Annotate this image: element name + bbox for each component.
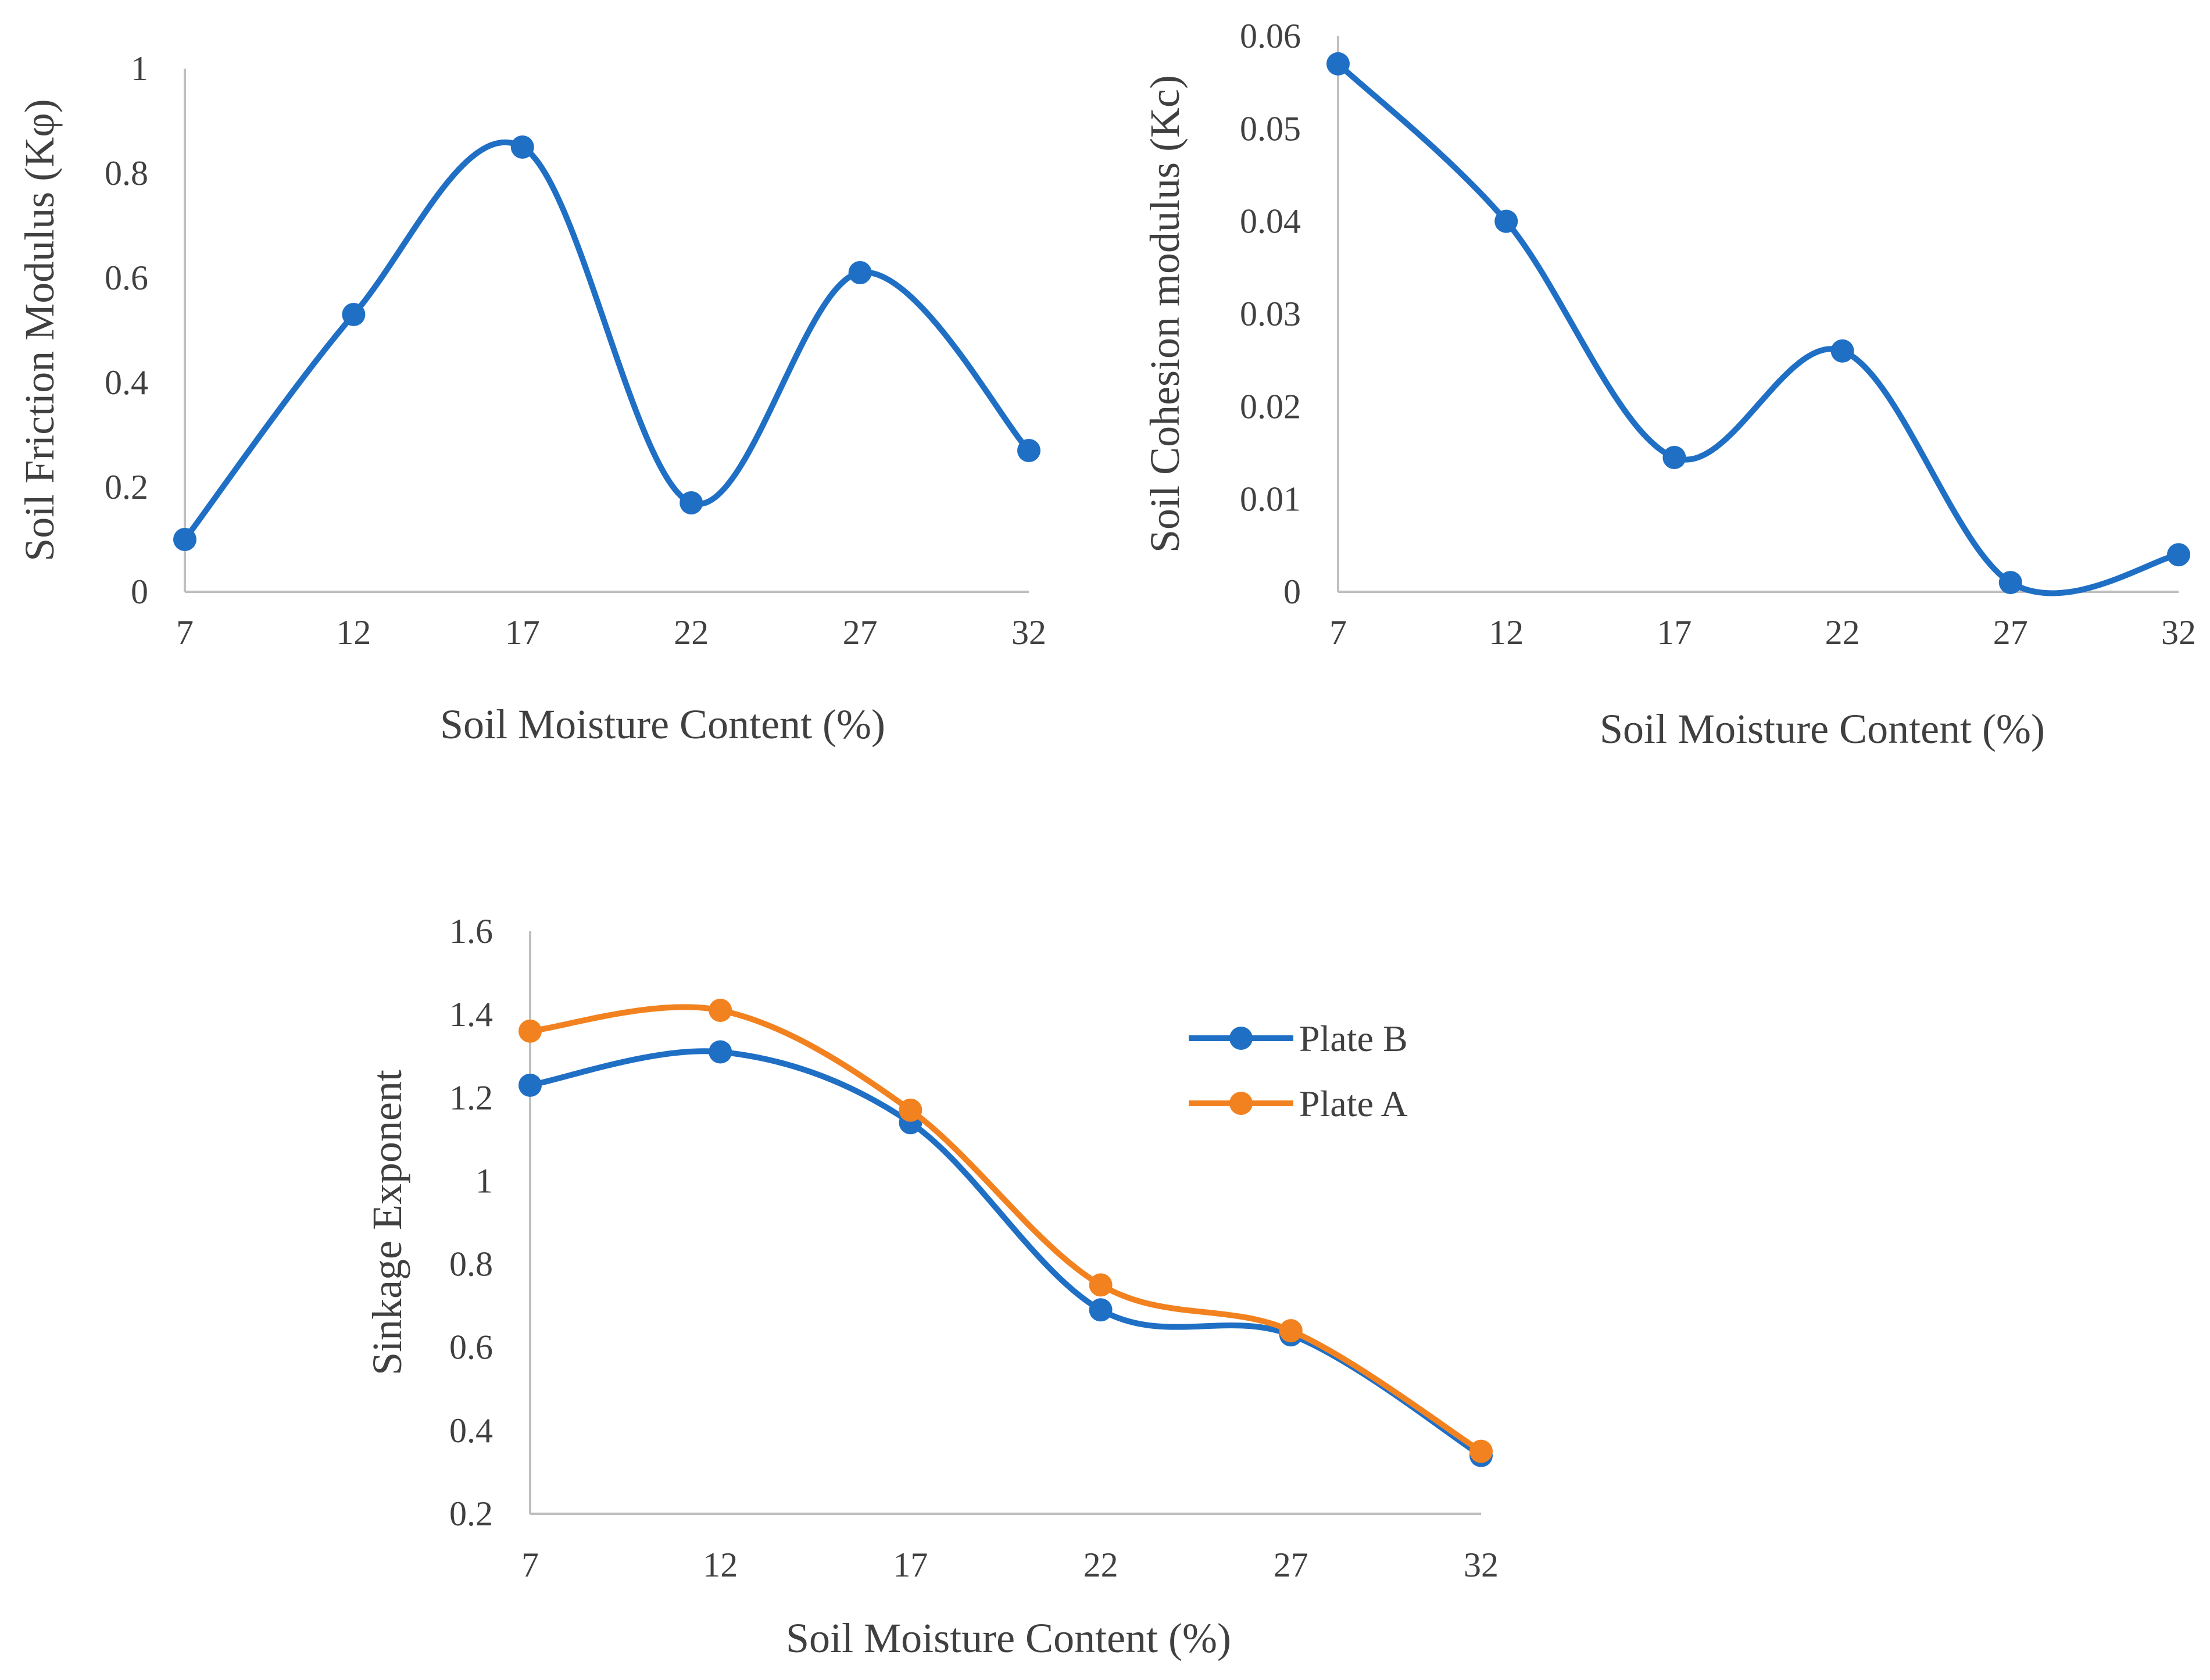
x-tick-label: 32 — [1464, 1546, 1499, 1584]
x-axis-title: Soil Moisture Content (%) — [1600, 706, 2045, 752]
data-point — [1494, 209, 1518, 233]
x-tick-label: 22 — [1825, 613, 1860, 652]
y-tick-label: 0.6 — [105, 259, 148, 297]
x-tick-label: 12 — [336, 613, 371, 652]
y-tick-label: 0.06 — [1240, 17, 1301, 55]
legend-marker — [1229, 1092, 1253, 1115]
data-point — [848, 261, 872, 284]
x-tick-label: 22 — [674, 613, 709, 652]
x-axis-title: Soil Moisture Content (%) — [440, 701, 885, 748]
x-axis-title: Soil Moisture Content (%) — [786, 1615, 1231, 1661]
y-tick-label: 0.04 — [1240, 202, 1301, 241]
data-point — [1469, 1439, 1493, 1463]
y-tick-label: 0.8 — [105, 154, 148, 192]
y-tick-label: 1 — [131, 49, 148, 88]
data-point — [1998, 571, 2022, 595]
series-line — [182, 140, 1032, 542]
y-axis-title: Sinkage Exponent — [364, 1070, 410, 1375]
series-k- — [173, 135, 1040, 551]
legend-marker — [1229, 1027, 1253, 1050]
y-tick-label: 0.02 — [1240, 387, 1301, 426]
data-point — [2167, 543, 2190, 567]
y-tick-label: 1.2 — [449, 1078, 493, 1117]
data-point — [173, 528, 196, 551]
y-tick-label: 0.05 — [1240, 109, 1301, 148]
chart-3: 0.2 0.4 0.6 0.8 1 1.2 1.4 1.6 7 12 17 22 27 32 Soil Mo… — [364, 912, 1499, 1661]
legend-label: Plate A — [1299, 1083, 1408, 1124]
chart-2: 0 0.01 0.02 0.03 0.04 0.05 0.06 7 12 17 22 27 32 Soil… — [1142, 17, 2196, 752]
x-tick-label: 7 — [1329, 613, 1347, 652]
series-line — [1335, 60, 2182, 596]
y-tick-label: 0.2 — [105, 468, 148, 506]
data-point — [1662, 445, 1686, 469]
data-point — [1089, 1298, 1113, 1322]
data-point — [709, 1040, 732, 1064]
y-tick-label: 0 — [1283, 573, 1301, 611]
data-point — [709, 998, 732, 1022]
data-point — [342, 303, 366, 326]
x-tick-label: 17 — [505, 613, 540, 652]
series-line — [527, 1004, 1484, 1454]
y-tick-label: 1 — [475, 1161, 493, 1200]
x-tick-label: 7 — [176, 613, 194, 652]
x-tick-label: 7 — [521, 1546, 539, 1584]
y-axis-title: Soil Friction Modulus (Kφ) — [16, 99, 63, 562]
x-tick-label: 27 — [1993, 613, 2028, 652]
y-tick-label: 0.6 — [449, 1328, 493, 1367]
legend: Plate B Plate A — [1189, 1018, 1408, 1124]
data-point — [1279, 1319, 1303, 1343]
x-tick-label: 27 — [843, 613, 878, 652]
x-tick-label: 22 — [1083, 1546, 1118, 1584]
data-point — [1017, 439, 1040, 462]
x-tick-label: 12 — [703, 1546, 738, 1584]
x-tick-label: 12 — [1489, 613, 1524, 652]
data-point — [1326, 52, 1350, 76]
x-tick-label: 32 — [2161, 613, 2196, 652]
x-tick-label: 32 — [1011, 613, 1046, 652]
y-tick-label: 0.01 — [1240, 480, 1301, 519]
y-tick-label: 0.4 — [105, 363, 148, 402]
data-point — [518, 1019, 542, 1043]
y-tick-label: 0.8 — [449, 1245, 493, 1284]
y-axis-title: Soil Cohesion modulus (Kc) — [1142, 75, 1188, 553]
series-kc — [1326, 52, 2190, 596]
y-tick-label: 1.4 — [449, 995, 493, 1034]
data-point — [518, 1073, 542, 1097]
series-plate-a — [518, 998, 1493, 1463]
y-tick-label: 0.03 — [1240, 295, 1301, 333]
x-tick-label: 17 — [1657, 613, 1692, 652]
x-tick-label: 27 — [1274, 1546, 1308, 1584]
data-point — [1830, 339, 1854, 363]
legend-label: Plate B — [1299, 1018, 1408, 1059]
x-tick-label: 17 — [893, 1546, 928, 1584]
y-tick-label: 0.4 — [449, 1411, 493, 1450]
data-point — [510, 135, 534, 159]
data-point — [899, 1098, 922, 1122]
y-tick-label: 0.2 — [449, 1495, 493, 1533]
y-tick-label: 1.6 — [449, 912, 493, 950]
data-point — [680, 491, 703, 514]
data-point — [1089, 1273, 1113, 1297]
y-tick-label: 0 — [131, 573, 148, 611]
